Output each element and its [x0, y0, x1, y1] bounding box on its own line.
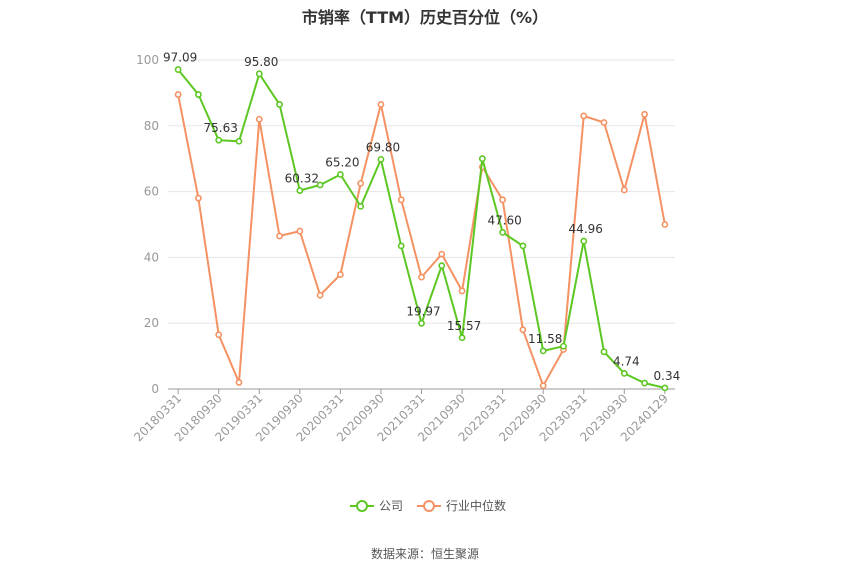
- company-point: [316, 181, 324, 189]
- company-point: [296, 187, 304, 194]
- industry-point: [600, 119, 608, 126]
- industry-point: [580, 112, 588, 120]
- company-point: [235, 137, 243, 145]
- industry-point: [418, 273, 425, 281]
- industry-point: [499, 196, 507, 204]
- company-point: [458, 334, 466, 342]
- data-label: 97.09: [163, 51, 197, 65]
- industry-point: [438, 250, 446, 258]
- data-label: 4.74: [613, 354, 640, 368]
- data-label: 75.63: [204, 121, 238, 135]
- industry-line: [177, 94, 666, 387]
- industry-point: [235, 379, 243, 386]
- industry-point: [397, 196, 405, 204]
- industry-point: [174, 91, 182, 98]
- y-tick-label: 20: [144, 316, 159, 330]
- y-tick-label: 80: [144, 119, 159, 133]
- industry-point: [316, 291, 324, 299]
- y-tick-label: 100: [136, 53, 159, 67]
- data-label: 60.32: [285, 172, 319, 186]
- industry-point: [255, 115, 263, 123]
- company-point: [276, 101, 283, 108]
- company-point: [661, 384, 669, 392]
- company-point: [195, 91, 202, 98]
- company-point: [336, 171, 344, 178]
- legend-industry-label: 行业中位数: [446, 498, 506, 513]
- company-point: [357, 203, 365, 210]
- data-label: 15.57: [447, 319, 481, 333]
- company-point: [438, 262, 446, 270]
- industry-point: [377, 101, 385, 108]
- data-label: 69.80: [366, 140, 400, 154]
- company-point: [377, 155, 385, 163]
- data-label: 47.60: [487, 213, 521, 227]
- industry-point: [539, 382, 547, 390]
- industry-point: [641, 110, 648, 118]
- company-point: [174, 66, 182, 73]
- data-source: 数据来源：恒生聚源: [370, 547, 479, 561]
- data-label: 44.96: [569, 222, 603, 236]
- y-tick-label: 40: [144, 250, 159, 264]
- company-point: [478, 155, 486, 163]
- legend-company-label: 公司: [379, 499, 403, 513]
- data-label: 11.58: [528, 332, 562, 346]
- industry-point: [215, 331, 223, 339]
- company-point: [641, 379, 648, 387]
- company-point: [539, 347, 547, 355]
- data-label: 65.20: [325, 155, 359, 169]
- company-point: [418, 319, 425, 327]
- data-label: 0.34: [654, 369, 681, 383]
- industry-point: [519, 326, 527, 334]
- chart-title: 市销率（TTM）历史百分位（%）: [301, 8, 549, 27]
- company-point: [600, 348, 608, 356]
- industry-point: [276, 232, 283, 240]
- company-point: [215, 136, 223, 144]
- company-point: [580, 237, 588, 245]
- y-tick-label: 60: [144, 185, 159, 199]
- company-point: [397, 242, 405, 250]
- industry-point: [620, 186, 628, 194]
- company-point: [620, 370, 628, 377]
- industry-point: [458, 287, 466, 295]
- data-label: 95.80: [244, 55, 278, 69]
- company-point: [499, 228, 507, 236]
- company-point: [519, 242, 527, 250]
- legend-company-marker: [356, 500, 368, 512]
- industry-point: [296, 227, 304, 235]
- industry-point: [357, 179, 365, 187]
- data-label: 19.97: [406, 304, 440, 318]
- legend-industry-marker: [423, 500, 435, 512]
- industry-point: [336, 271, 344, 278]
- company-point: [255, 70, 263, 78]
- company-point: [560, 342, 567, 350]
- y-tick-label: 0: [151, 382, 159, 396]
- industry-point: [661, 221, 669, 228]
- industry-point: [195, 194, 202, 202]
